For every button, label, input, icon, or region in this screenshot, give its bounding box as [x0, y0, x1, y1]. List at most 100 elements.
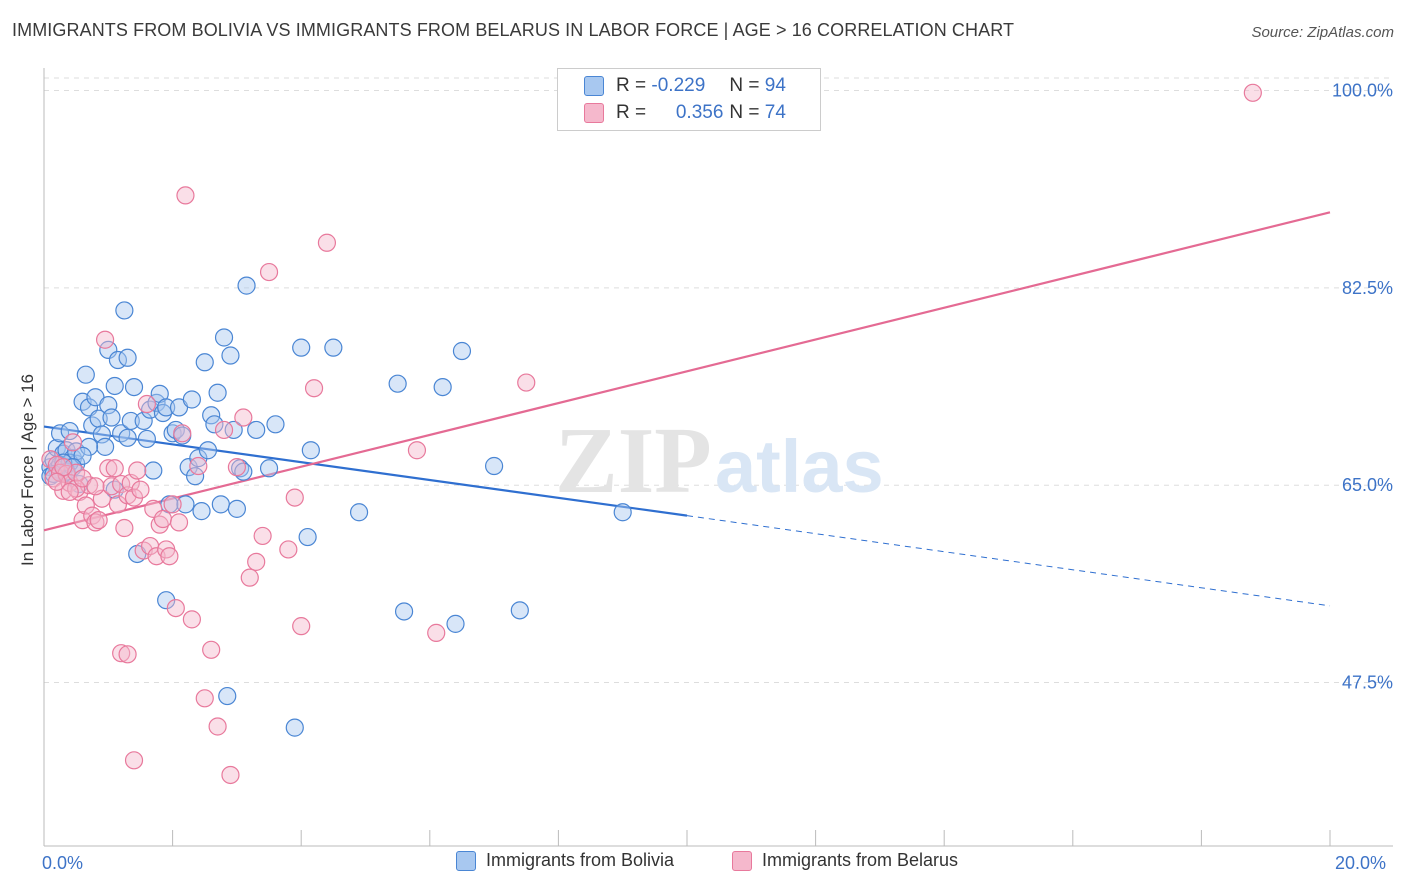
point-bolivia — [510, 601, 529, 620]
point-belarus — [118, 645, 137, 664]
series-belarus-points — [41, 83, 1262, 785]
point-belarus — [517, 373, 536, 392]
watermark: ZIP atlas — [555, 409, 884, 513]
point-belarus — [253, 526, 272, 546]
point-bolivia — [186, 467, 205, 486]
point-bolivia — [349, 503, 369, 522]
point-belarus — [189, 456, 208, 476]
point-bolivia — [301, 441, 320, 460]
stats-row-belarus: R = 0.356 N = 74 — [584, 100, 786, 126]
point-bolivia — [60, 421, 79, 441]
point-bolivia — [452, 341, 472, 361]
y-tick-label: 47.5% — [1342, 673, 1393, 693]
point-belarus — [173, 424, 192, 443]
n-label: N = — [729, 75, 760, 96]
trend-line-bolivia-extension — [686, 515, 1331, 607]
trend-lines — [43, 211, 1331, 607]
point-bolivia — [157, 398, 176, 417]
point-belarus — [112, 644, 131, 663]
point-belarus — [63, 433, 83, 452]
point-belarus — [131, 480, 150, 499]
point-bolivia — [105, 376, 124, 396]
point-bolivia — [285, 718, 304, 737]
point-bolivia — [292, 338, 311, 357]
point-bolivia — [144, 461, 163, 480]
point-belarus — [137, 394, 156, 414]
axes — [43, 68, 1393, 847]
point-bolivia — [298, 527, 317, 547]
legend-swatch-bolivia — [456, 850, 476, 871]
point-belarus — [304, 379, 324, 398]
point-belarus — [115, 518, 134, 538]
point-bolivia — [153, 403, 173, 423]
y-axis-label-wrap: In Labor Force | Age > 16 — [8, 374, 48, 580]
trend-line-bolivia — [43, 425, 688, 517]
point-belarus — [214, 420, 234, 440]
legend-label-belarus: Immigrants from Belarus — [762, 850, 959, 870]
point-bolivia — [227, 499, 246, 518]
point-bolivia — [205, 415, 224, 434]
point-belarus — [150, 515, 169, 534]
point-bolivia — [208, 383, 227, 402]
y-tick-label: 65.0% — [1342, 475, 1393, 495]
point-bolivia — [137, 429, 156, 449]
point-bolivia — [95, 437, 115, 456]
r-value: 0.356 — [675, 102, 724, 123]
point-bolivia — [198, 441, 218, 460]
point-bolivia — [118, 348, 137, 367]
point-belarus — [86, 513, 105, 532]
point-bolivia — [218, 686, 237, 706]
point-belarus — [182, 610, 201, 629]
legend-item-belarus: Immigrants from Belarus — [732, 850, 958, 871]
point-belarus — [95, 330, 115, 349]
series-legend: Immigrants from Bolivia Immigrants from … — [0, 850, 1406, 880]
point-belarus — [407, 441, 427, 460]
point-belarus — [317, 233, 337, 252]
y-tick-label: 82.5% — [1342, 278, 1393, 298]
point-bolivia — [613, 503, 632, 522]
point-belarus — [247, 552, 266, 571]
point-bolivia — [388, 374, 407, 393]
point-belarus — [240, 568, 259, 587]
point-belarus — [195, 689, 214, 708]
point-bolivia — [485, 456, 504, 476]
point-belarus — [169, 513, 189, 532]
point-belarus — [124, 751, 144, 770]
stats-row-bolivia: R = -0.229 N = 94 — [584, 73, 786, 99]
x-tick-min: 0.0% — [42, 853, 84, 873]
point-belarus — [153, 509, 173, 529]
point-belarus — [1243, 83, 1262, 102]
x-tick-max: 20.0% — [1335, 853, 1387, 873]
point-belarus — [112, 474, 131, 494]
point-belarus — [147, 547, 166, 566]
point-belarus — [221, 765, 240, 785]
point-bolivia — [237, 276, 256, 295]
point-belarus — [89, 511, 108, 530]
point-belarus — [166, 598, 185, 618]
point-belarus — [176, 186, 195, 205]
watermark-zip: ZIP — [555, 409, 712, 513]
legend-swatch-belarus — [732, 850, 752, 871]
point-bolivia — [446, 614, 465, 633]
point-belarus — [202, 640, 221, 659]
point-bolivia — [182, 390, 201, 409]
y-tick-labels: 47.5% 65.0% 82.5% 100.0% — [1332, 81, 1393, 693]
chart-title: IMMIGRANTS FROM BOLIVIA VS IMMIGRANTS FR… — [12, 20, 1015, 40]
point-bolivia — [394, 602, 414, 621]
y-tick-label: 100.0% — [1332, 81, 1393, 101]
bolivia-swatch — [584, 76, 604, 96]
point-belarus — [105, 459, 124, 478]
legend-item-bolivia: Immigrants from Bolivia — [456, 850, 674, 871]
n-label: N = — [729, 102, 760, 123]
point-bolivia — [433, 377, 452, 397]
r-value: -0.229 — [651, 75, 706, 96]
point-belarus — [163, 495, 182, 514]
point-belarus — [234, 408, 253, 427]
point-bolivia — [214, 328, 234, 347]
point-bolivia — [192, 502, 211, 521]
point-bolivia — [211, 495, 230, 514]
stats-legend: R = -0.229 N = 94 R = 0.356 N = 74 — [557, 68, 821, 131]
watermark-atlas: atlas — [715, 425, 884, 508]
grid-lines — [44, 77, 1393, 684]
point-belarus — [292, 617, 311, 636]
